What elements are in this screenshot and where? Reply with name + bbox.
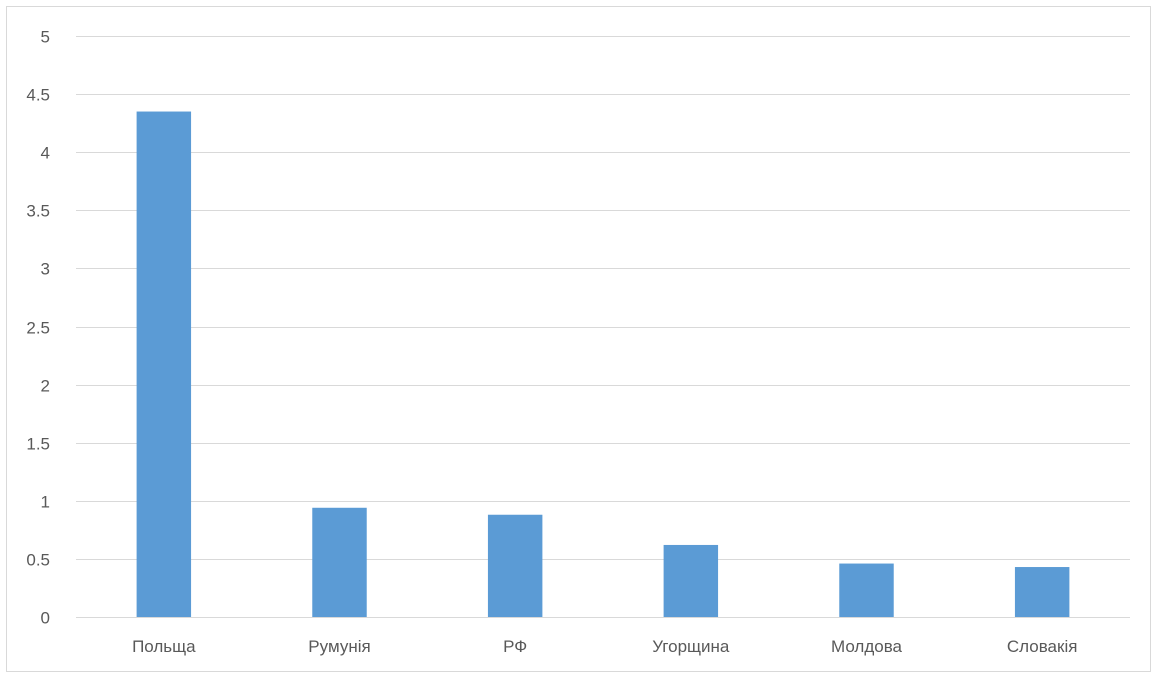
y-tick-label: 0.5 [26,551,50,570]
y-tick-label: 4.5 [26,86,50,105]
x-tick-label: Молдова [831,637,903,656]
gridlines [76,36,1130,618]
y-axis-tick-labels: 0 0.5 1 1.5 2 2.5 3 3.5 4 4.5 5 [26,28,50,628]
bar [312,507,367,617]
y-tick-label: 4 [41,144,50,163]
y-tick-label: 0 [41,609,50,628]
y-tick-label: 2.5 [26,319,50,338]
bar [839,563,894,617]
bar [663,544,719,617]
x-tick-label: Угорщина [652,637,730,656]
bar [136,111,192,617]
y-tick-label: 5 [41,28,50,47]
x-tick-label: РФ [503,637,527,656]
x-tick-label: Польща [132,637,196,656]
bar [487,514,543,617]
bars [136,111,1070,617]
x-tick-label: Румунія [308,637,370,656]
y-tick-label: 3.5 [26,202,50,221]
bar [1014,567,1070,617]
x-axis-tick-labels: Польща Румунія РФ Угорщина Молдова Словакія [132,637,1077,656]
chart-area [6,6,1151,672]
y-tick-label: 1.5 [26,435,50,454]
y-tick-label: 3 [41,260,50,279]
y-tick-label: 1 [41,493,50,512]
y-tick-label: 2 [41,377,50,396]
x-tick-label: Словакія [1007,637,1078,656]
